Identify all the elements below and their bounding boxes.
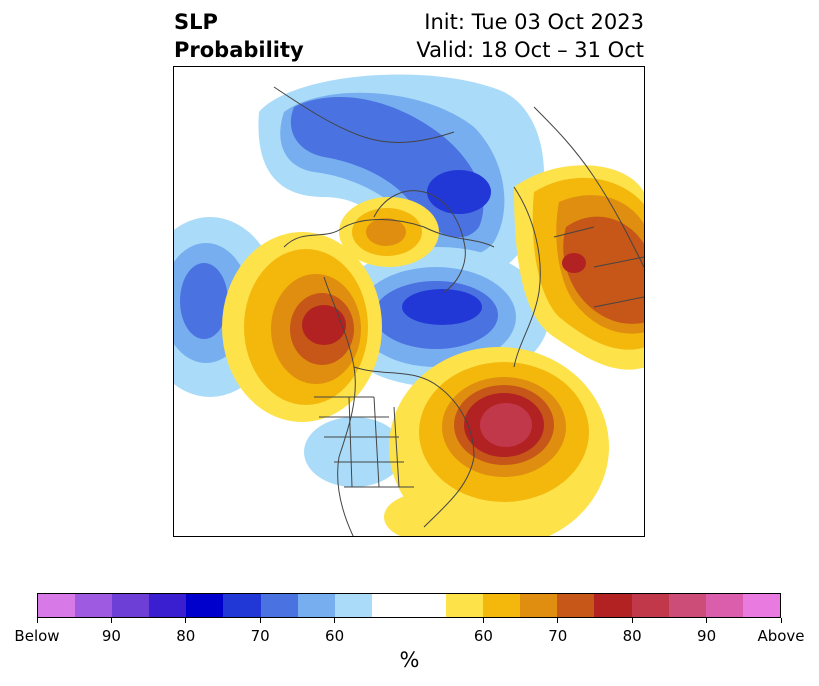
colorbar-tick-label: 80 [622,627,642,645]
colorbar-cell [297,594,335,617]
blue-anomaly-central-us [304,417,404,487]
colorbar-tick [259,618,261,623]
colorbar-tick-label: 90 [101,627,121,645]
colorbar-tick [36,618,38,623]
colorbar-cell [446,594,484,617]
colorbar-tick [557,618,559,623]
colorbar-tick-label: 80 [176,627,196,645]
colorbar-cell [334,594,372,617]
probability-map [173,66,645,537]
valid-range: Valid: 18 Oct – 31 Oct [416,38,644,62]
colorbar-cell [668,594,706,617]
colorbar-ticks: Below 90 80 70 60 60 70 80 90 Above [14,618,805,648]
colorbar-tick [482,618,484,623]
colorbar-cell [186,594,224,617]
colorbar-tick [110,618,112,623]
colorbar-cell [112,594,150,617]
colorbar-tick [334,618,336,623]
colorbar-tick-label: 90 [697,627,717,645]
colorbar-tick [706,618,708,623]
colorbar-cell [149,594,187,617]
colorbar-tick [631,618,633,623]
colorbar-tick-label: 70 [548,627,568,645]
colorbar-cell [742,594,780,617]
map-title: SLP Probability [174,8,304,64]
colorbar-tick [185,618,187,623]
colorbar-cell [520,594,558,617]
yellow-anomaly-southeast-us [384,492,474,536]
colorbar-tick-label: Below [14,627,60,645]
map-dates: Init: Tue 03 Oct 2023 Valid: 18 Oct – 31… [416,8,644,64]
colorbar-unit: % [399,648,420,672]
init-date: Init: Tue 03 Oct 2023 [424,10,644,34]
colorbar-tick [780,618,782,623]
colorbar-cell [483,594,521,617]
orange-anomaly-russia-siberia [514,165,644,370]
colorbar-cell [631,594,669,617]
colorbar-cell [75,594,113,617]
colorbar-tick-label: 70 [250,627,270,645]
colorbar-cell [260,594,298,617]
orange-anomaly-alaska-gulf [222,232,382,422]
colorbar-cell [705,594,743,617]
colorbar [37,593,781,618]
colorbar-tick-label: Above [757,627,805,645]
colorbar-cell [371,594,409,617]
colorbar-cell [408,594,447,617]
colorbar-cell [38,594,76,617]
colorbar-tick-label: 60 [325,627,345,645]
red-anomaly-north-atlantic [389,347,609,536]
colorbar-cell [223,594,261,617]
title-variable: SLP [174,10,218,34]
colorbar-tick-label: 60 [473,627,493,645]
coastlines [273,86,644,536]
title-product: Probability [174,38,304,62]
colorbar-cell [594,594,632,617]
colorbar-cell [557,594,595,617]
